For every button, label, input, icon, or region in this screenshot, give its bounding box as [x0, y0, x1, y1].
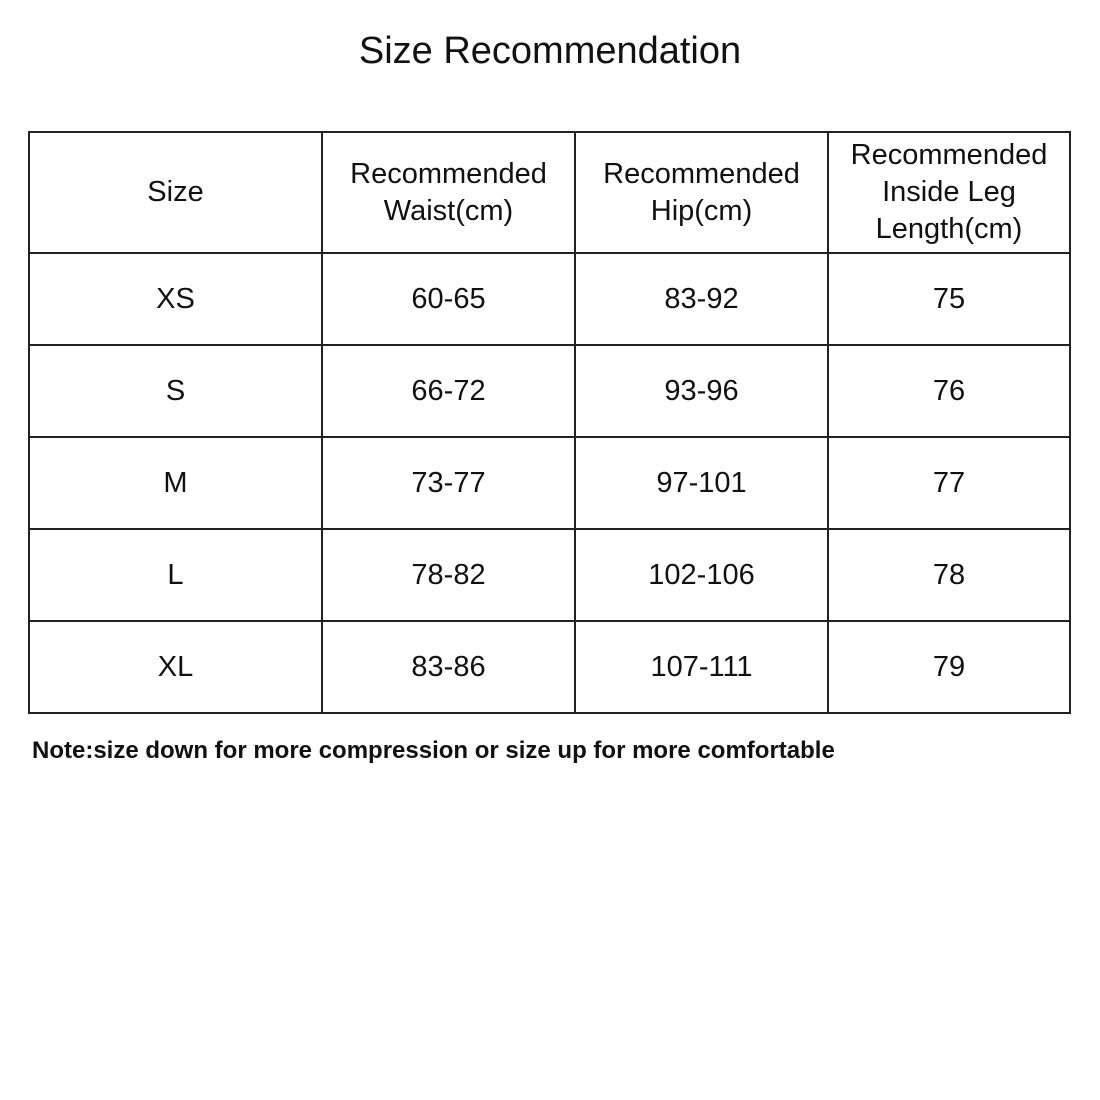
table-cell: XL	[28, 620, 323, 714]
table-cell: 75	[827, 252, 1071, 346]
page-title: Size Recommendation	[358, 30, 742, 72]
table-row: XL 83-86 107-111 79	[28, 620, 1071, 714]
table-cell: 77	[827, 436, 1071, 530]
table-cell: 76	[827, 344, 1071, 438]
table-cell: 66-72	[321, 344, 576, 438]
table-row: M 73-77 97-101 77	[28, 436, 1071, 530]
table-row: S 66-72 93-96 76	[28, 344, 1071, 438]
table-cell: 83-92	[574, 252, 829, 346]
table-cell: 73-77	[321, 436, 576, 530]
size-table: Size Recommended Waist(cm) Recommended Hip…	[28, 131, 1071, 714]
header-leg: Recommended Inside Leg Length(cm)	[827, 131, 1071, 254]
header-row: Size Recommended Waist(cm) Recommended Hip…	[28, 131, 1071, 254]
table-row: L 78-82 102-106 78	[28, 528, 1071, 622]
table-cell: S	[28, 344, 323, 438]
table-cell: 79	[827, 620, 1071, 714]
table-cell: 107-111	[574, 620, 829, 714]
table-cell: 97-101	[574, 436, 829, 530]
header-waist: Recommended Waist(cm)	[321, 131, 576, 254]
header-size: Size	[28, 131, 323, 254]
table-cell: XS	[28, 252, 323, 346]
table-cell: 83-86	[321, 620, 576, 714]
table-cell: 102-106	[574, 528, 829, 622]
table-cell: 78-82	[321, 528, 576, 622]
table-cell: M	[28, 436, 323, 530]
note-text: Note:size down for more compression or s…	[32, 737, 835, 764]
table-cell: 93-96	[574, 344, 829, 438]
table-cell: L	[28, 528, 323, 622]
table-cell: 78	[827, 528, 1071, 622]
header-hip: Recommended Hip(cm)	[574, 131, 829, 254]
table-cell: 60-65	[321, 252, 576, 346]
table-row: XS 60-65 83-92 75	[28, 252, 1071, 346]
